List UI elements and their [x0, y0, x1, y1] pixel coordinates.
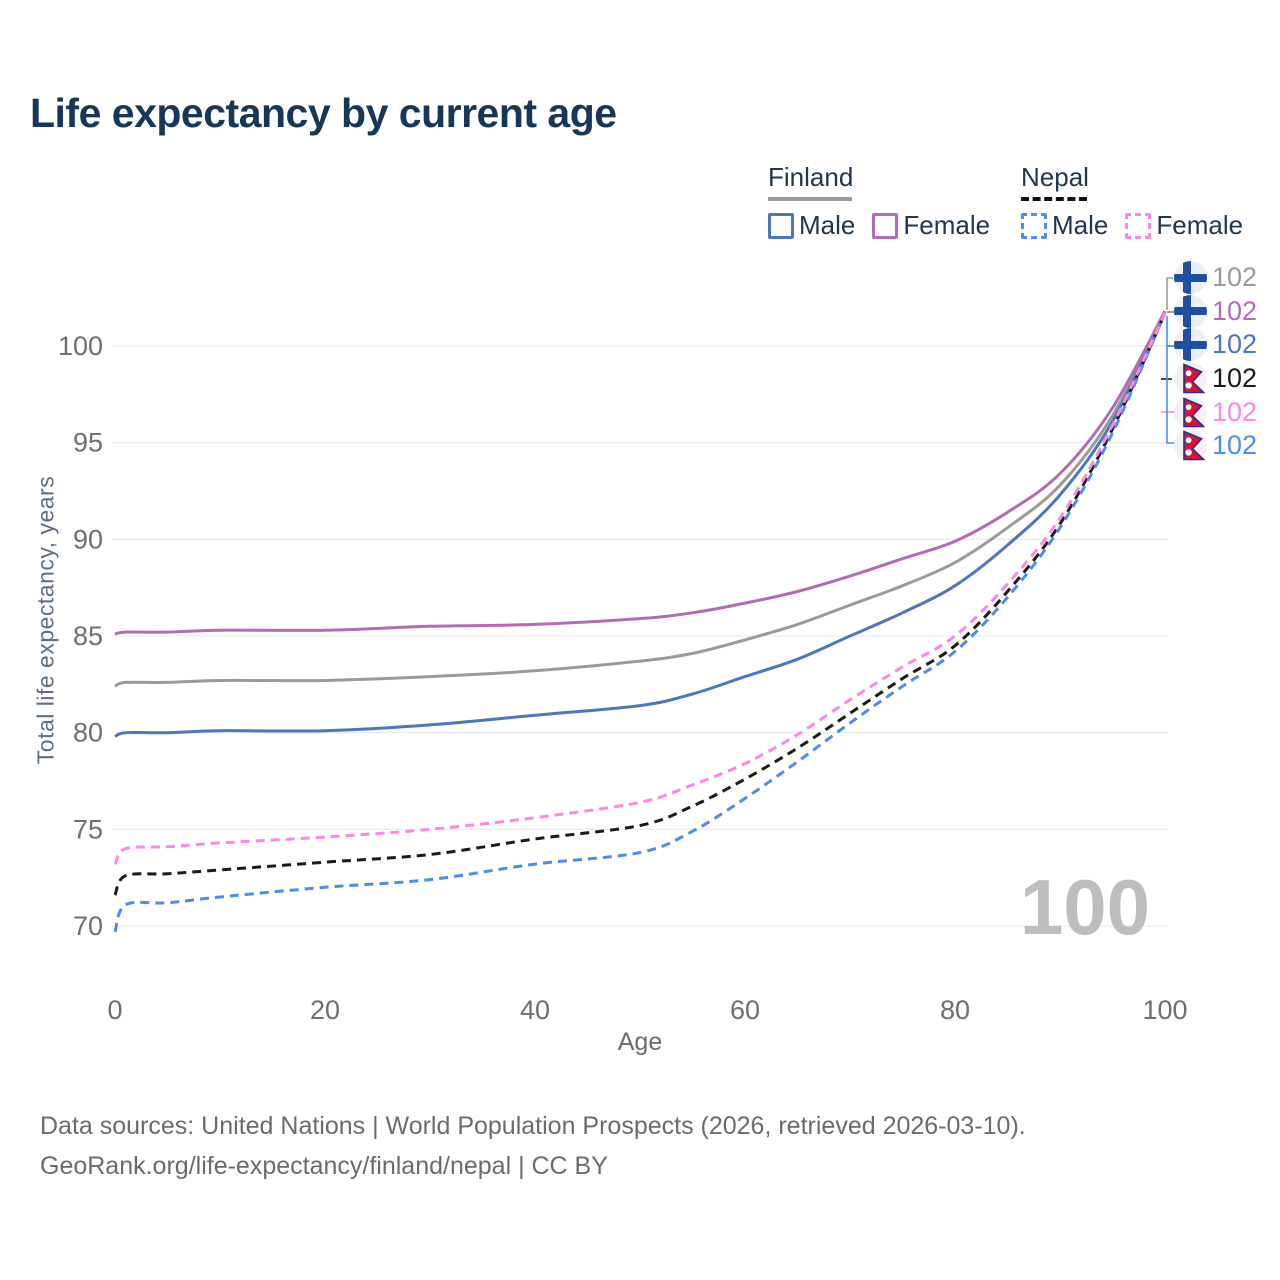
y-tick-label: 75	[73, 814, 103, 844]
legend-nepal-female[interactable]: Female	[1125, 210, 1243, 241]
legend-group-nepal: Nepal Male Female	[1021, 162, 1260, 241]
legend-group-finland: Finland Male Female	[768, 162, 1007, 241]
y-tick-label: 95	[73, 428, 103, 458]
legend-finland-female[interactable]: Female	[872, 210, 990, 241]
end-value: 102	[1212, 262, 1258, 293]
legend-nepal-title[interactable]: Nepal	[1021, 162, 1260, 201]
y-tick-label: 70	[73, 911, 103, 941]
x-axis-title: Age	[617, 1028, 663, 1056]
x-tick-label: 80	[940, 995, 970, 1025]
nepal-flag-icon	[1174, 362, 1207, 396]
finland-male-checkbox[interactable]	[768, 212, 794, 239]
end-label-nepal-female: 102	[1174, 395, 1257, 429]
footer: Data sources: United Nations | World Pop…	[40, 1106, 1026, 1186]
series-line-finland	[114, 310, 1167, 688]
nepal-female-label: Female	[1156, 210, 1244, 240]
footer-data-sources: Data sources: United Nations | World Pop…	[40, 1112, 1026, 1140]
finland-female-label: Female	[903, 210, 991, 240]
end-label-finland-male: 102	[1174, 328, 1257, 362]
series-line-finland-female	[114, 310, 1167, 636]
footer-attribution: GeoRank.org/life-expectancy/finland/nepa…	[40, 1152, 608, 1180]
legend-finland-title[interactable]: Finland	[768, 162, 1007, 201]
finland-line-swatch	[768, 197, 852, 201]
finland-female-checkbox[interactable]	[872, 212, 899, 239]
legend-nepal-label: Nepal	[1021, 162, 1089, 192]
end-value: 102	[1212, 396, 1258, 427]
finland-flag-icon	[1174, 261, 1207, 295]
nepal-line-swatch	[1021, 197, 1087, 201]
series-line-nepal-female	[113, 312, 1167, 865]
y-tick-label: 100	[58, 331, 103, 361]
legend-nepal-items: Male Female	[1021, 210, 1260, 241]
series-line-finland-male	[114, 310, 1167, 738]
x-tick-label: 40	[520, 995, 550, 1025]
legend-finland-items: Male Female	[768, 210, 1007, 241]
current-age-watermark: 100	[1019, 863, 1150, 951]
series-line-nepal	[113, 312, 1167, 896]
x-tick-label: 60	[730, 995, 760, 1025]
end-value-labels: 102 102 102 102 102 102	[1174, 261, 1257, 463]
end-label-finland-total: 102	[1174, 261, 1257, 295]
y-tick-label: 85	[73, 621, 103, 651]
nepal-male-checkbox[interactable]	[1021, 212, 1047, 239]
nepal-female-checkbox[interactable]	[1125, 212, 1152, 239]
x-tick-label: 100	[1142, 995, 1187, 1025]
finland-flag-icon	[1174, 294, 1207, 328]
legend-nepal-male[interactable]: Male	[1021, 210, 1108, 241]
finland-flag-icon	[1174, 328, 1207, 362]
end-value: 102	[1212, 363, 1258, 394]
end-label-finland-female: 102	[1174, 294, 1258, 329]
y-tick-label: 90	[73, 524, 103, 554]
end-label-nepal-male: 102	[1174, 429, 1257, 463]
y-tick-label: 80	[73, 718, 103, 748]
end-label-nepal-total: 102	[1174, 362, 1257, 396]
leader-finland-total	[1166, 277, 1173, 310]
legend-finland-label: Finland	[768, 162, 854, 192]
legend: Finland Male Female Nepal	[768, 162, 1248, 241]
x-tick-label: 20	[310, 995, 340, 1025]
end-value: 102	[1212, 295, 1258, 326]
series-line-nepal-male	[113, 312, 1167, 933]
y-axis-title: Total life expectancy, years	[32, 475, 59, 765]
nepal-flag-icon	[1174, 429, 1207, 463]
finland-male-label: Male	[799, 210, 856, 240]
leader-nepal-male	[1166, 316, 1175, 444]
end-value: 102	[1212, 329, 1258, 360]
page-title: Life expectancy by current age	[30, 90, 617, 136]
nepal-male-label: Male	[1052, 210, 1109, 240]
nepal-flag-icon	[1174, 395, 1207, 429]
end-value: 102	[1212, 430, 1258, 461]
legend-finland-male[interactable]: Male	[768, 210, 855, 241]
x-tick-label: 0	[107, 995, 122, 1025]
